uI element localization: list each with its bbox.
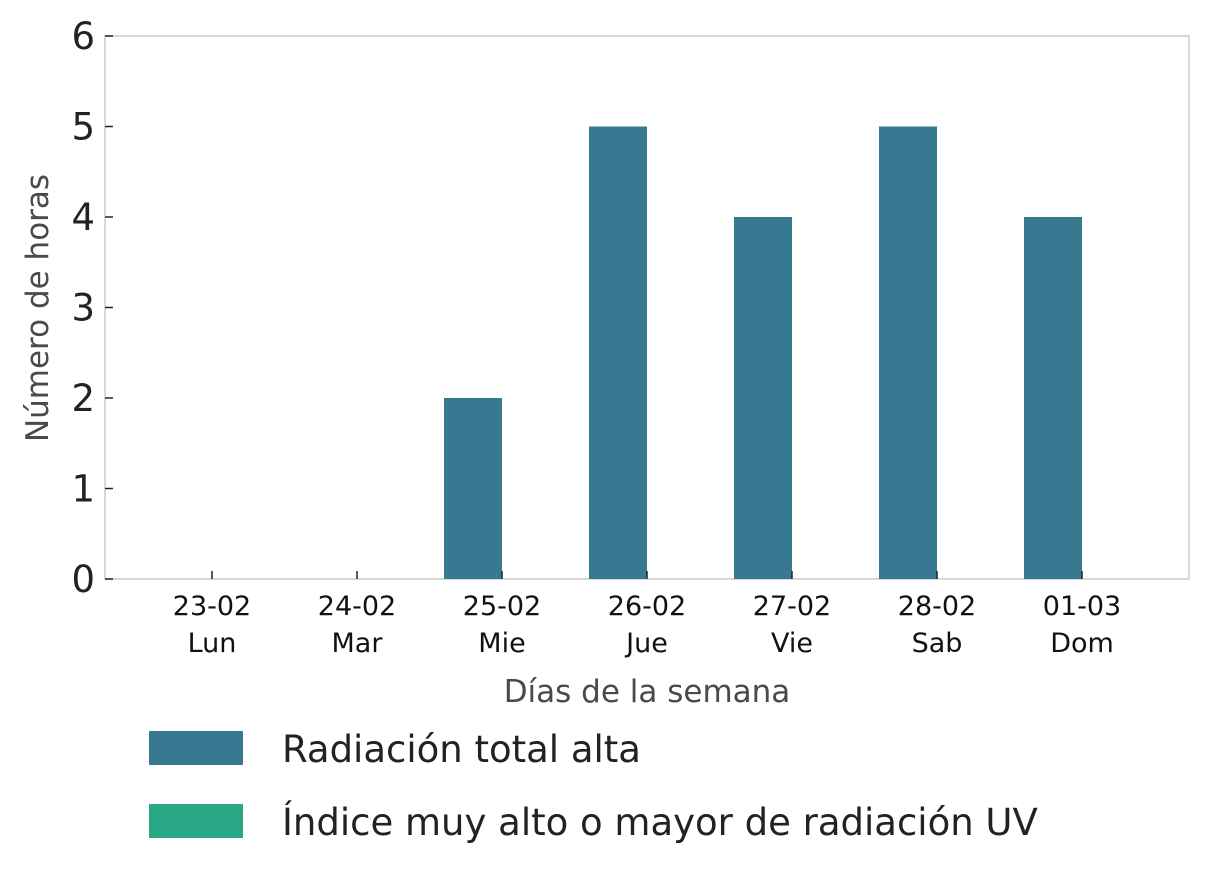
y-tick-label: 0 bbox=[71, 558, 95, 601]
y-tick-label: 1 bbox=[71, 468, 95, 511]
x-tick-day-label: Jue bbox=[624, 628, 668, 659]
x-tick-date-label: 26-02 bbox=[608, 591, 686, 622]
y-axis-label: Número de horas bbox=[20, 174, 56, 442]
bar-radiacion-total bbox=[589, 126, 647, 579]
x-tick-day-label: Dom bbox=[1050, 628, 1114, 659]
x-tick-date-label: 25-02 bbox=[463, 591, 541, 622]
x-tick-day-label: Vie bbox=[771, 628, 813, 659]
legend-label: Radiación total alta bbox=[282, 728, 641, 771]
x-tick-day-label: Lun bbox=[188, 628, 237, 659]
x-tick-date-label: 28-02 bbox=[898, 591, 976, 622]
bar-radiacion-total bbox=[734, 217, 792, 579]
x-axis-label: Días de la semana bbox=[504, 674, 791, 710]
x-tick-day-label: Mar bbox=[332, 628, 384, 659]
bar-radiacion-total bbox=[879, 126, 937, 579]
bar-radiacion-total bbox=[1024, 217, 1082, 579]
y-tick-label: 2 bbox=[71, 377, 95, 420]
legend-swatch bbox=[149, 804, 243, 838]
legend-swatch bbox=[149, 731, 243, 765]
x-tick-date-label: 24-02 bbox=[318, 591, 396, 622]
x-tick-day-label: Sab bbox=[912, 628, 963, 659]
y-tick-label: 6 bbox=[71, 15, 95, 58]
x-tick-date-label: 27-02 bbox=[753, 591, 831, 622]
y-tick-label: 3 bbox=[71, 287, 95, 330]
legend-label: Índice muy alto o mayor de radiación UV bbox=[282, 800, 1038, 844]
x-tick-date-label: 01-03 bbox=[1043, 591, 1121, 622]
legend: Radiación total alta Índice muy alto o ma… bbox=[149, 728, 1038, 844]
x-tick-day-label: Mie bbox=[478, 628, 525, 659]
y-tick-label: 4 bbox=[71, 196, 95, 239]
x-tick-date-label: 23-02 bbox=[173, 591, 251, 622]
bar-radiacion-total bbox=[444, 398, 502, 579]
y-tick-label: 5 bbox=[71, 106, 95, 149]
